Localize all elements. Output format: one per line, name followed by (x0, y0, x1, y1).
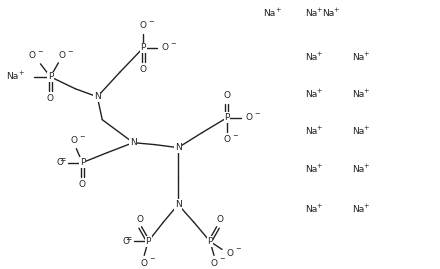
Text: Na: Na (305, 165, 317, 174)
Text: Na: Na (352, 53, 364, 62)
Text: O: O (141, 259, 148, 268)
Text: −: − (232, 133, 238, 139)
Text: O: O (139, 65, 147, 74)
Text: O: O (29, 51, 36, 60)
Text: =: = (125, 234, 131, 243)
Text: +: + (363, 162, 369, 169)
Text: O: O (161, 43, 169, 52)
Text: Na: Na (305, 90, 317, 99)
Text: Na: Na (305, 53, 317, 62)
Text: −: − (235, 246, 241, 252)
Text: Na: Na (352, 90, 364, 99)
Text: Na: Na (305, 9, 317, 19)
Text: O: O (210, 259, 217, 268)
Text: −: − (149, 256, 155, 262)
Text: +: + (334, 7, 339, 13)
Text: Na: Na (7, 72, 19, 81)
Text: N: N (94, 92, 101, 101)
Text: −: − (37, 49, 43, 55)
Text: Na: Na (322, 9, 334, 19)
Text: Na: Na (352, 205, 364, 214)
Text: +: + (317, 162, 322, 169)
Text: =: = (59, 155, 66, 164)
Text: O: O (71, 136, 78, 145)
Text: −: − (148, 19, 154, 25)
Text: O: O (79, 180, 86, 189)
Text: N: N (175, 200, 181, 209)
Text: O: O (59, 51, 66, 60)
Text: O: O (224, 135, 231, 144)
Text: +: + (363, 51, 369, 57)
Text: O: O (139, 22, 147, 30)
Text: −: − (254, 111, 260, 117)
Text: Na: Na (263, 9, 275, 19)
Text: P: P (48, 72, 53, 81)
Text: N: N (175, 143, 181, 152)
Text: O: O (47, 94, 54, 103)
Text: P: P (80, 158, 85, 167)
Text: +: + (317, 7, 322, 13)
Text: O: O (57, 158, 64, 167)
Text: +: + (317, 51, 322, 57)
Text: +: + (18, 70, 24, 76)
Text: O: O (224, 91, 231, 100)
Text: +: + (363, 88, 369, 94)
Text: −: − (170, 41, 176, 47)
Text: Na: Na (305, 127, 317, 136)
Text: +: + (363, 125, 369, 131)
Text: O: O (123, 237, 130, 246)
Text: O: O (227, 249, 234, 258)
Text: −: − (67, 49, 73, 55)
Text: P: P (140, 43, 146, 52)
Text: O: O (216, 215, 224, 224)
Text: +: + (317, 88, 322, 94)
Text: P: P (224, 113, 230, 122)
Text: P: P (146, 237, 151, 246)
Text: −: − (219, 256, 224, 262)
Text: +: + (317, 125, 322, 131)
Text: Na: Na (305, 205, 317, 214)
Text: O: O (246, 113, 253, 122)
Text: Na: Na (352, 127, 364, 136)
Text: −: − (79, 134, 85, 140)
Text: +: + (363, 203, 369, 208)
Text: Na: Na (352, 165, 364, 174)
Text: N: N (130, 138, 136, 147)
Text: +: + (275, 7, 280, 13)
Text: +: + (317, 203, 322, 208)
Text: P: P (207, 237, 213, 246)
Text: O: O (137, 215, 144, 224)
